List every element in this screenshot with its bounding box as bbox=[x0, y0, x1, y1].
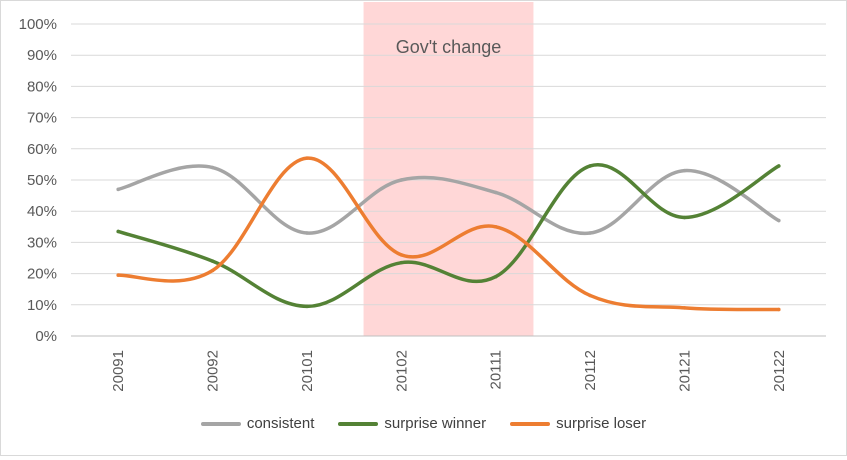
legend-swatch-surprise-loser bbox=[510, 421, 551, 426]
data-point-consistent bbox=[210, 165, 215, 170]
x-tick-label: 20112 bbox=[582, 350, 599, 391]
y-tick-label: 20% bbox=[27, 266, 57, 283]
y-tick-label: 60% bbox=[27, 141, 57, 158]
x-tick-label: 20102 bbox=[393, 350, 410, 392]
legend-label-consistent: consistent bbox=[246, 415, 315, 432]
data-point-consistent bbox=[305, 231, 309, 235]
y-tick-label: 70% bbox=[27, 110, 57, 127]
legend-label-surprise-loser: surprise loser bbox=[556, 415, 647, 432]
data-point-surprise-winner bbox=[399, 260, 404, 265]
data-point-consistent bbox=[682, 168, 687, 173]
x-tick-label: 20091 bbox=[110, 350, 127, 392]
legend-item-surprise-loser: surprise loser bbox=[510, 415, 646, 432]
legend-item-consistent: consistent bbox=[200, 415, 315, 432]
y-tick-label: 30% bbox=[27, 234, 57, 251]
series-line-surprise-winner bbox=[116, 162, 781, 309]
data-point-surprise-loser bbox=[777, 307, 781, 312]
data-point-surprise-winner bbox=[682, 215, 687, 220]
series-line-consistent bbox=[116, 164, 781, 235]
data-point-surprise-loser bbox=[210, 268, 215, 273]
legend-swatch-surprise-winner bbox=[338, 421, 379, 426]
data-point-consistent bbox=[588, 231, 592, 235]
data-point-surprise-winner bbox=[116, 229, 120, 234]
data-point-surprise-winner bbox=[210, 259, 215, 263]
legend-swatch-consistent bbox=[200, 421, 241, 426]
data-point-surprise-winner bbox=[305, 304, 309, 309]
y-tick-label: 40% bbox=[27, 203, 57, 220]
data-point-surprise-loser bbox=[588, 293, 592, 298]
data-point-consistent bbox=[116, 187, 120, 192]
y-tick-label: 100% bbox=[19, 16, 57, 33]
data-point-surprise-winner bbox=[588, 164, 592, 168]
y-tick-label: 90% bbox=[27, 47, 57, 64]
legend: consistent surprise winner surprise lose… bbox=[1, 415, 846, 432]
x-tick-label: 20122 bbox=[771, 350, 788, 392]
highlight-band bbox=[363, 2, 534, 336]
data-point-consistent bbox=[777, 218, 781, 223]
series-line-surprise-loser bbox=[116, 156, 781, 312]
data-point-surprise-loser bbox=[305, 156, 309, 160]
y-tick-label: 80% bbox=[27, 78, 57, 95]
x-tick-label: 20101 bbox=[299, 350, 316, 392]
data-point-surprise-winner bbox=[777, 164, 781, 168]
legend-item-surprise-winner: surprise winner bbox=[338, 415, 486, 432]
data-point-surprise-loser bbox=[399, 253, 404, 257]
x-tick-label: 20111 bbox=[488, 350, 505, 390]
data-point-consistent bbox=[493, 190, 498, 195]
legend-label-surprise-winner: surprise winner bbox=[384, 415, 487, 432]
highlight-label: Gov't change bbox=[396, 37, 502, 57]
data-point-surprise-loser bbox=[116, 273, 120, 277]
data-point-consistent bbox=[399, 178, 404, 182]
x-tick-label: 20121 bbox=[676, 350, 693, 392]
y-tick-label: 50% bbox=[27, 172, 57, 189]
data-point-surprise-winner bbox=[493, 274, 498, 279]
data-point-surprise-loser bbox=[682, 306, 687, 310]
y-tick-label: 0% bbox=[35, 328, 57, 345]
y-tick-label: 10% bbox=[27, 297, 57, 314]
x-tick-label: 20092 bbox=[205, 350, 222, 392]
data-point-surprise-loser bbox=[493, 225, 498, 229]
